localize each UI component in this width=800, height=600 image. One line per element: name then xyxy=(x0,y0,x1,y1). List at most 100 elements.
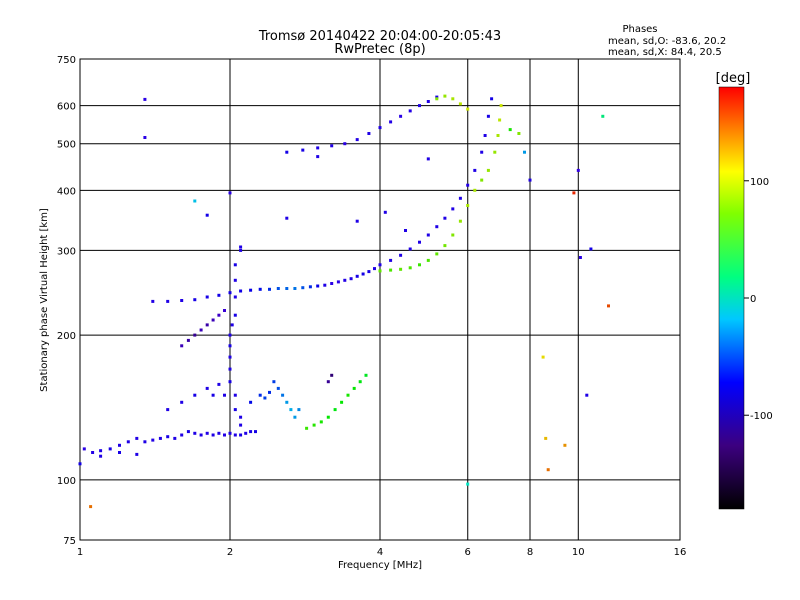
echo-point xyxy=(601,114,605,118)
echo-point xyxy=(151,299,155,303)
echo-point xyxy=(158,436,162,440)
echo-point xyxy=(340,400,344,404)
echo-point xyxy=(135,452,139,456)
echo-point xyxy=(285,287,289,290)
echo-point xyxy=(336,280,340,284)
echo-point xyxy=(466,482,470,486)
echo-point xyxy=(458,102,462,106)
echo-point xyxy=(404,229,407,232)
chart-title: Tromsø 20140422 20:04:00-20:05:43 xyxy=(258,29,501,44)
echo-point xyxy=(228,367,232,371)
echo-point xyxy=(352,386,356,390)
echo-point xyxy=(541,355,545,359)
echo-point xyxy=(239,245,243,249)
echo-point xyxy=(268,390,271,394)
echo-point xyxy=(426,157,430,161)
echo-point xyxy=(143,136,147,139)
echo-point xyxy=(378,126,382,130)
phases-title: Phases xyxy=(622,24,657,35)
echo-point xyxy=(233,393,237,397)
echo-point xyxy=(408,266,412,270)
y-tick-label: 500 xyxy=(57,140,76,151)
echo-point xyxy=(426,233,430,237)
echo-point xyxy=(193,393,197,397)
echo-point xyxy=(199,433,203,437)
echo-point xyxy=(211,393,215,397)
echo-point xyxy=(458,219,462,223)
echo-point xyxy=(193,333,197,337)
echo-point xyxy=(312,423,316,427)
echo-point xyxy=(281,393,285,397)
echo-point xyxy=(205,213,209,217)
echo-point xyxy=(211,433,215,437)
echo-point xyxy=(285,150,289,154)
echo-point xyxy=(193,431,197,435)
echo-point xyxy=(418,240,421,244)
echo-point xyxy=(228,344,232,348)
echo-point xyxy=(228,431,232,435)
echo-point xyxy=(343,142,347,146)
y-tick-label: 100 xyxy=(57,476,76,487)
echo-point xyxy=(498,118,502,122)
echo-point xyxy=(355,219,359,223)
echo-point xyxy=(239,423,243,427)
echo-point xyxy=(233,295,237,299)
echo-point xyxy=(546,468,550,472)
echo-point xyxy=(346,393,350,397)
y-tick-label: 750 xyxy=(57,55,76,66)
echo-point xyxy=(239,415,243,419)
y-tick-label: 200 xyxy=(57,331,76,342)
echo-point xyxy=(230,323,234,327)
echo-point xyxy=(308,285,312,289)
echo-point xyxy=(118,451,121,454)
echo-point xyxy=(99,449,103,453)
echo-point xyxy=(435,97,439,101)
echo-point xyxy=(301,148,305,152)
x-tick-labels: 1 2 4 6 8 10 16 xyxy=(77,547,687,558)
echo-point xyxy=(258,393,262,397)
y-tick-labels: 75 100 200 300 400 500 600 750 xyxy=(57,55,76,547)
echo-point xyxy=(490,97,494,101)
echo-point xyxy=(389,120,393,124)
echo-point xyxy=(408,109,412,113)
echo-point xyxy=(333,408,337,412)
y-tick-label: 400 xyxy=(57,186,76,197)
echo-point xyxy=(205,295,209,299)
echo-point xyxy=(193,298,197,302)
echo-point xyxy=(293,415,297,419)
echo-point xyxy=(326,380,330,384)
y-tick-label: 300 xyxy=(57,246,76,257)
echo-point xyxy=(166,299,170,303)
echo-point xyxy=(330,144,334,148)
echo-point xyxy=(223,433,226,437)
echo-point xyxy=(408,247,412,251)
echo-point xyxy=(293,287,297,290)
echo-point xyxy=(367,132,371,135)
echo-point xyxy=(126,440,130,444)
echo-point xyxy=(254,430,257,434)
echo-point xyxy=(249,400,253,404)
echo-point xyxy=(451,97,455,101)
echo-point xyxy=(244,431,248,435)
echo-point xyxy=(323,283,327,287)
echo-point xyxy=(289,408,293,412)
echo-point xyxy=(499,104,503,108)
echo-point xyxy=(517,132,521,135)
echo-point xyxy=(82,447,86,451)
echo-point xyxy=(285,400,289,404)
echo-point xyxy=(378,263,382,267)
echo-point xyxy=(297,408,301,412)
echo-point xyxy=(316,155,320,159)
chart-subtitle: RwPretec (8p) xyxy=(334,42,425,57)
echo-point xyxy=(268,287,271,291)
echo-point xyxy=(180,299,184,302)
echo-point xyxy=(473,188,477,192)
echo-point xyxy=(143,440,147,444)
echo-point xyxy=(205,431,209,435)
echo-point xyxy=(211,318,215,322)
echo-point xyxy=(316,146,320,150)
echo-point xyxy=(563,443,567,447)
echo-point xyxy=(135,436,139,440)
x-tick-label: 1 xyxy=(77,547,83,558)
